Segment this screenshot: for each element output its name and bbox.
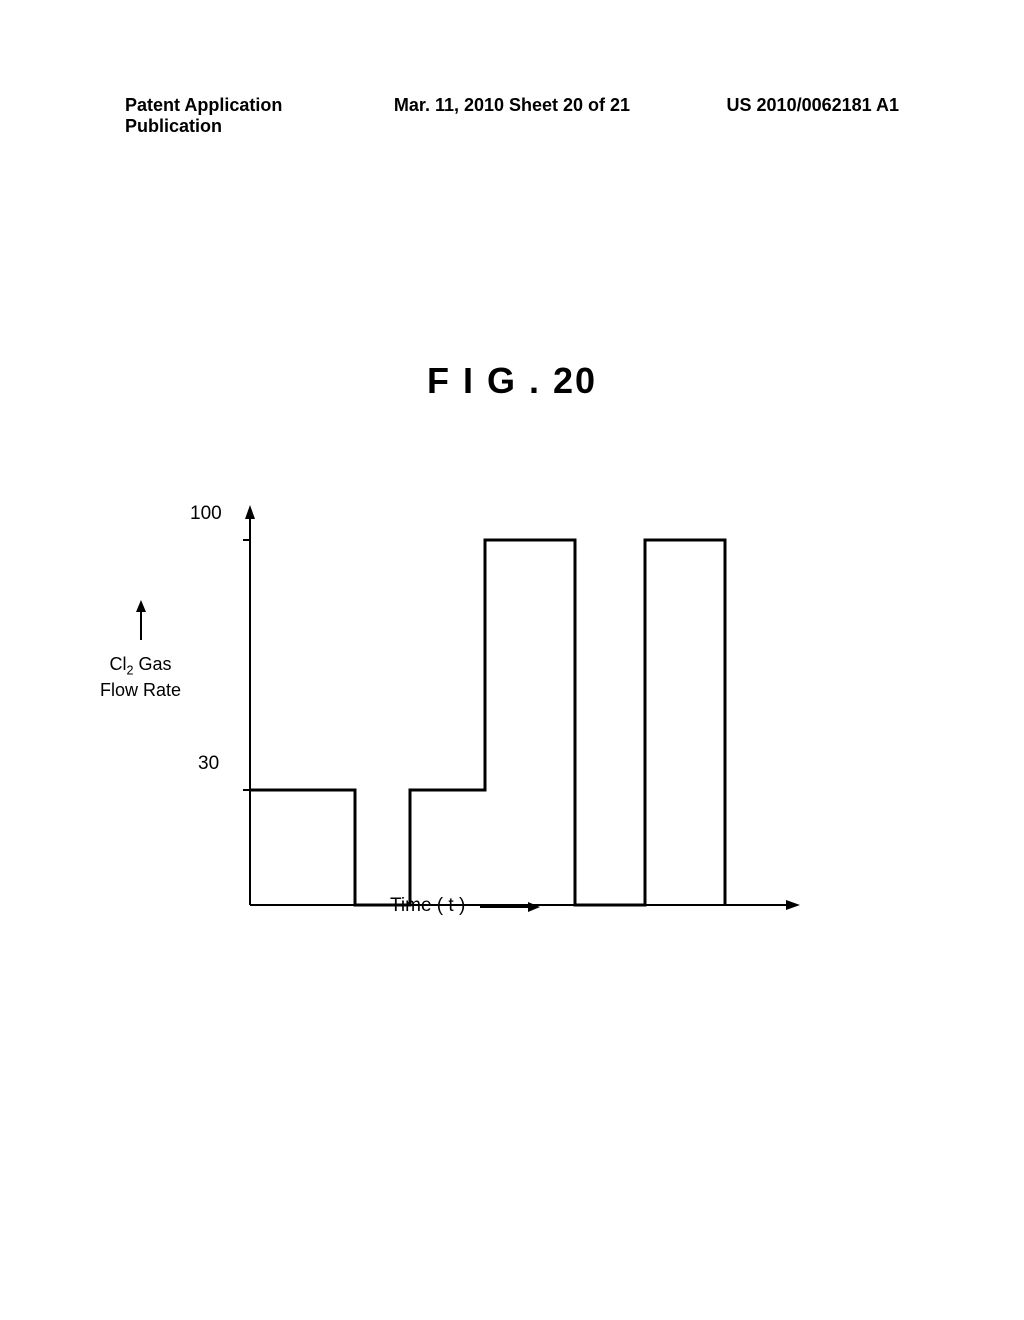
- figure-title: F I G . 20: [427, 360, 597, 402]
- header-date-sheet: Mar. 11, 2010 Sheet 20 of 21: [383, 95, 641, 137]
- header-patent-number: US 2010/0062181 A1: [641, 95, 899, 137]
- x-axis-label: Time ( t ): [390, 895, 465, 917]
- header-publication: Patent Application Publication: [125, 95, 383, 137]
- x-axis-label-arrow-icon: [480, 898, 540, 921]
- x-axis-arrowhead-icon: [786, 900, 800, 910]
- y-axis-arrowhead-icon: [245, 505, 255, 519]
- flow-rate-step-line: [250, 540, 725, 905]
- page-header: Patent Application Publication Mar. 11, …: [0, 95, 1024, 137]
